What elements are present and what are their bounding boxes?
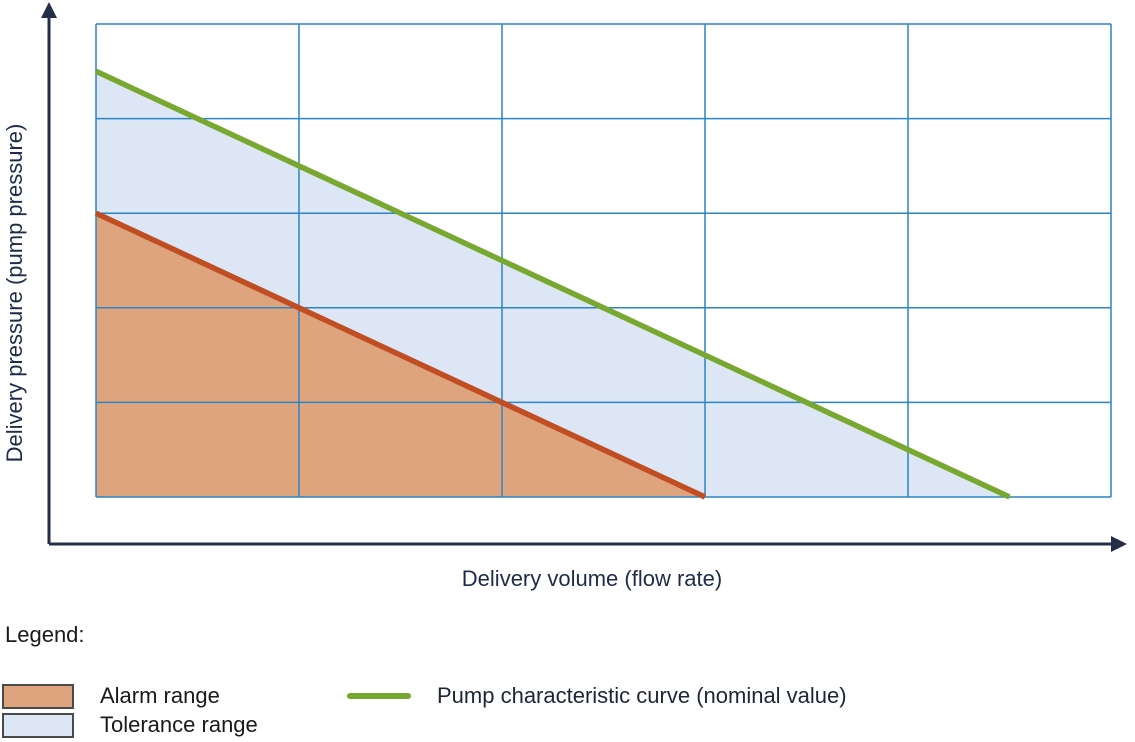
- legend-item-label: Pump characteristic curve (nominal value…: [437, 683, 847, 708]
- legend-item-pump-curve: Pump characteristic curve (nominal value…: [347, 683, 847, 709]
- tolerance-range-swatch: [2, 712, 74, 738]
- x-axis: [49, 536, 1127, 552]
- legend-item-tolerance: Tolerance range: [2, 712, 258, 738]
- y-axis-label: Delivery pressure (pump pressure): [2, 123, 27, 463]
- chart-canvas: [41, 2, 1127, 552]
- grid: [95, 23, 1112, 498]
- legend-item-label: Alarm range: [100, 683, 220, 708]
- pump-curve-swatch: [347, 693, 411, 699]
- pump-curve-line: [94, 68, 1011, 500]
- y-axis: [41, 2, 57, 544]
- x-axis-arrow-icon: [1111, 536, 1127, 552]
- y-axis-arrow-icon: [41, 2, 57, 18]
- legend-item-label: Tolerance range: [100, 712, 258, 737]
- alarm-limit-line: [94, 210, 707, 500]
- legend-title: Legend:: [5, 622, 85, 647]
- x-axis-label: Delivery volume (flow rate): [461, 566, 723, 591]
- legend-item-alarm: Alarm range: [2, 683, 220, 709]
- alarm-range-swatch: [2, 683, 74, 709]
